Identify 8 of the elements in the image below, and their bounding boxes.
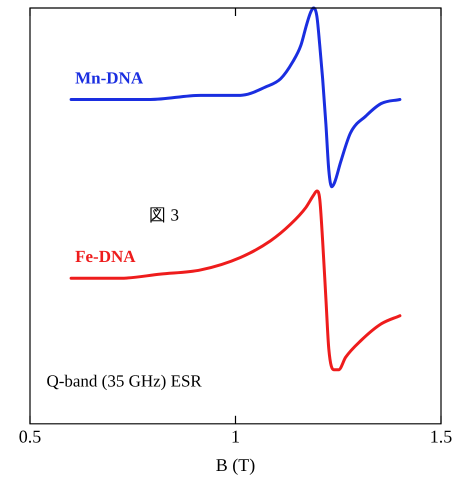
series-label: Fe-DNA	[75, 247, 136, 266]
x-tick-label: 1.5	[430, 426, 452, 446]
x-tick-label: 1	[231, 426, 240, 446]
annotation: Q-band (35 GHz) ESR	[46, 372, 202, 391]
x-axis-title: B (T)	[216, 454, 256, 475]
annotation: 図 3	[149, 205, 179, 224]
series-label: Mn-DNA	[75, 68, 144, 88]
x-tick-label: 0.5	[18, 426, 42, 446]
